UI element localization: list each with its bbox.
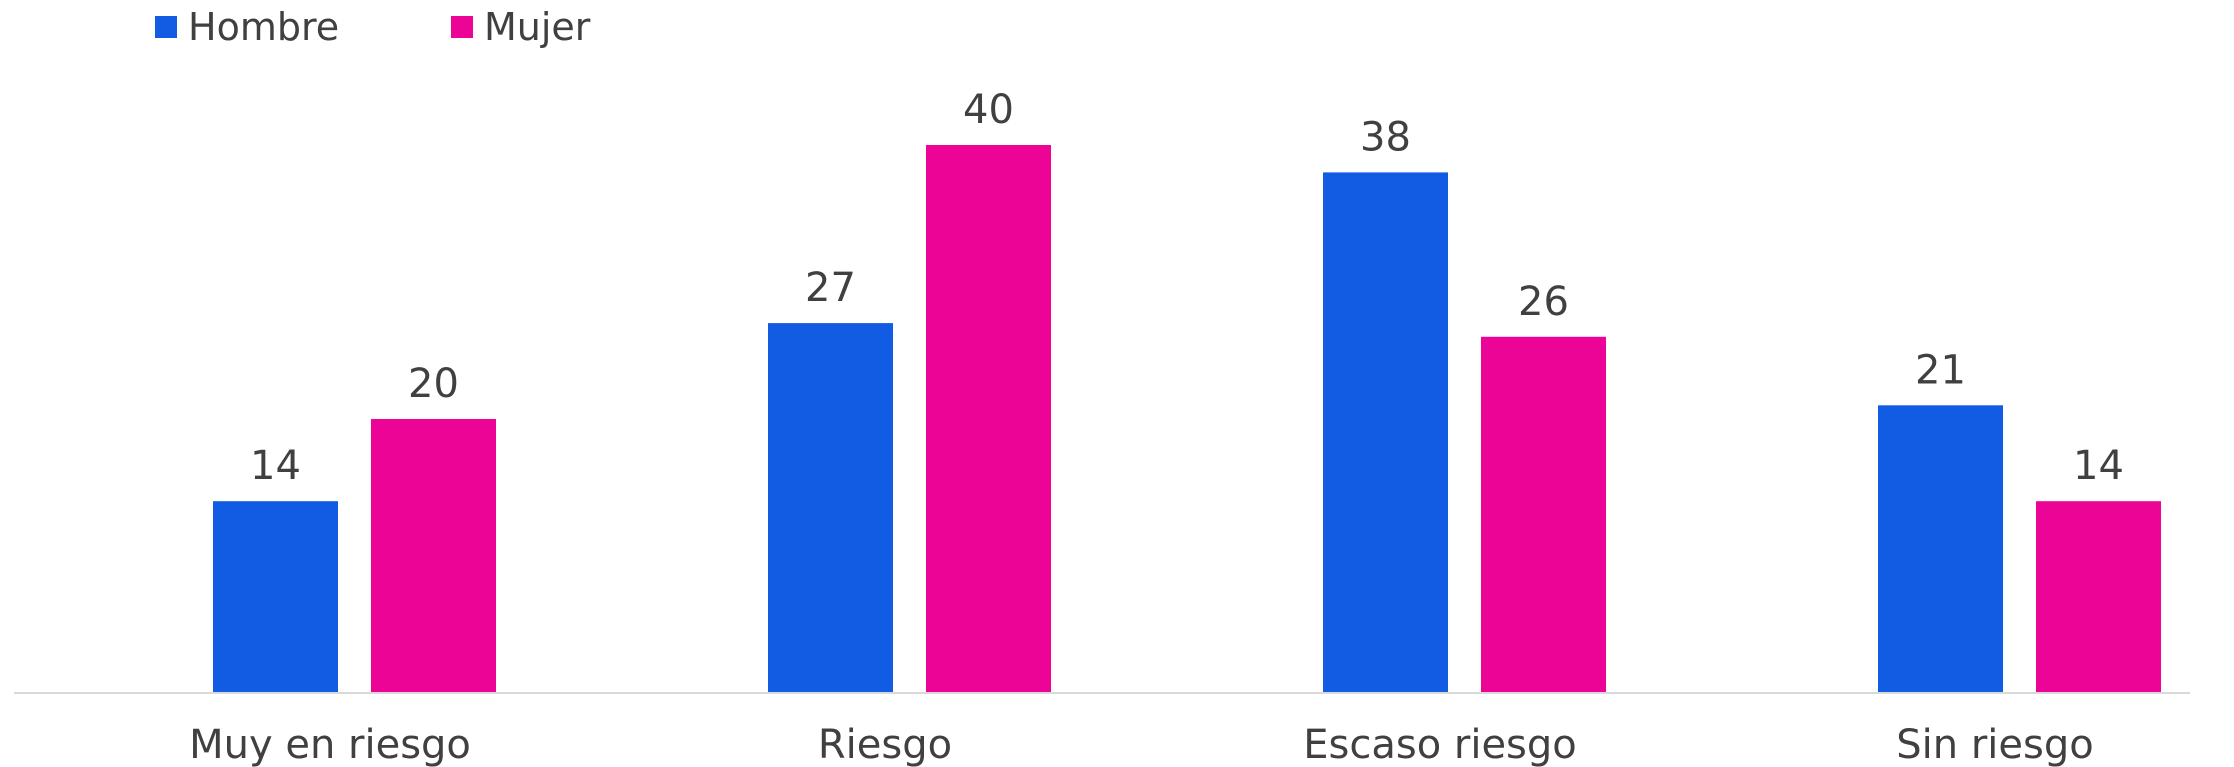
data-labels-group: 14 20 27 40 38 26 21 14	[250, 87, 2124, 489]
bar-mujer-escaso-riesgo	[1481, 336, 1606, 693]
legend-swatch-hombre	[155, 16, 177, 38]
data-label-mujer-muy-en-riesgo: 20	[408, 361, 459, 407]
x-tick-labels-group: Muy en riesgo Riesgo Escaso riesgo Sin ries…	[189, 722, 2094, 767]
data-label-mujer-riesgo: 40	[963, 87, 1014, 133]
legend-swatch-mujer	[451, 16, 473, 38]
data-label-mujer-escaso-riesgo: 26	[1518, 279, 1569, 325]
bars-group	[213, 145, 2161, 693]
bar-mujer-riesgo	[926, 145, 1051, 693]
data-label-hombre-muy-en-riesgo: 14	[250, 443, 301, 489]
legend: Hombre Mujer	[155, 5, 591, 49]
x-tick-label-riesgo: Riesgo	[818, 722, 952, 767]
bar-mujer-muy-en-riesgo	[371, 419, 496, 693]
data-label-hombre-escaso-riesgo: 38	[1360, 114, 1411, 160]
legend-label-mujer: Mujer	[484, 5, 591, 49]
bar-mujer-sin-riesgo	[2036, 501, 2161, 693]
data-label-mujer-sin-riesgo: 14	[2073, 443, 2124, 489]
data-label-hombre-sin-riesgo: 21	[1915, 347, 1966, 393]
x-tick-label-sin-riesgo: Sin riesgo	[1896, 722, 2093, 767]
data-label-hombre-riesgo: 27	[805, 265, 856, 311]
bar-hombre-riesgo	[768, 323, 893, 693]
bar-hombre-sin-riesgo	[1878, 405, 2003, 693]
x-tick-label-escaso-riesgo: Escaso riesgo	[1303, 722, 1577, 767]
bar-hombre-escaso-riesgo	[1323, 172, 1448, 693]
x-tick-label-muy-en-riesgo: Muy en riesgo	[189, 722, 471, 767]
legend-label-hombre: Hombre	[188, 5, 339, 49]
bar-hombre-muy-en-riesgo	[213, 501, 338, 693]
